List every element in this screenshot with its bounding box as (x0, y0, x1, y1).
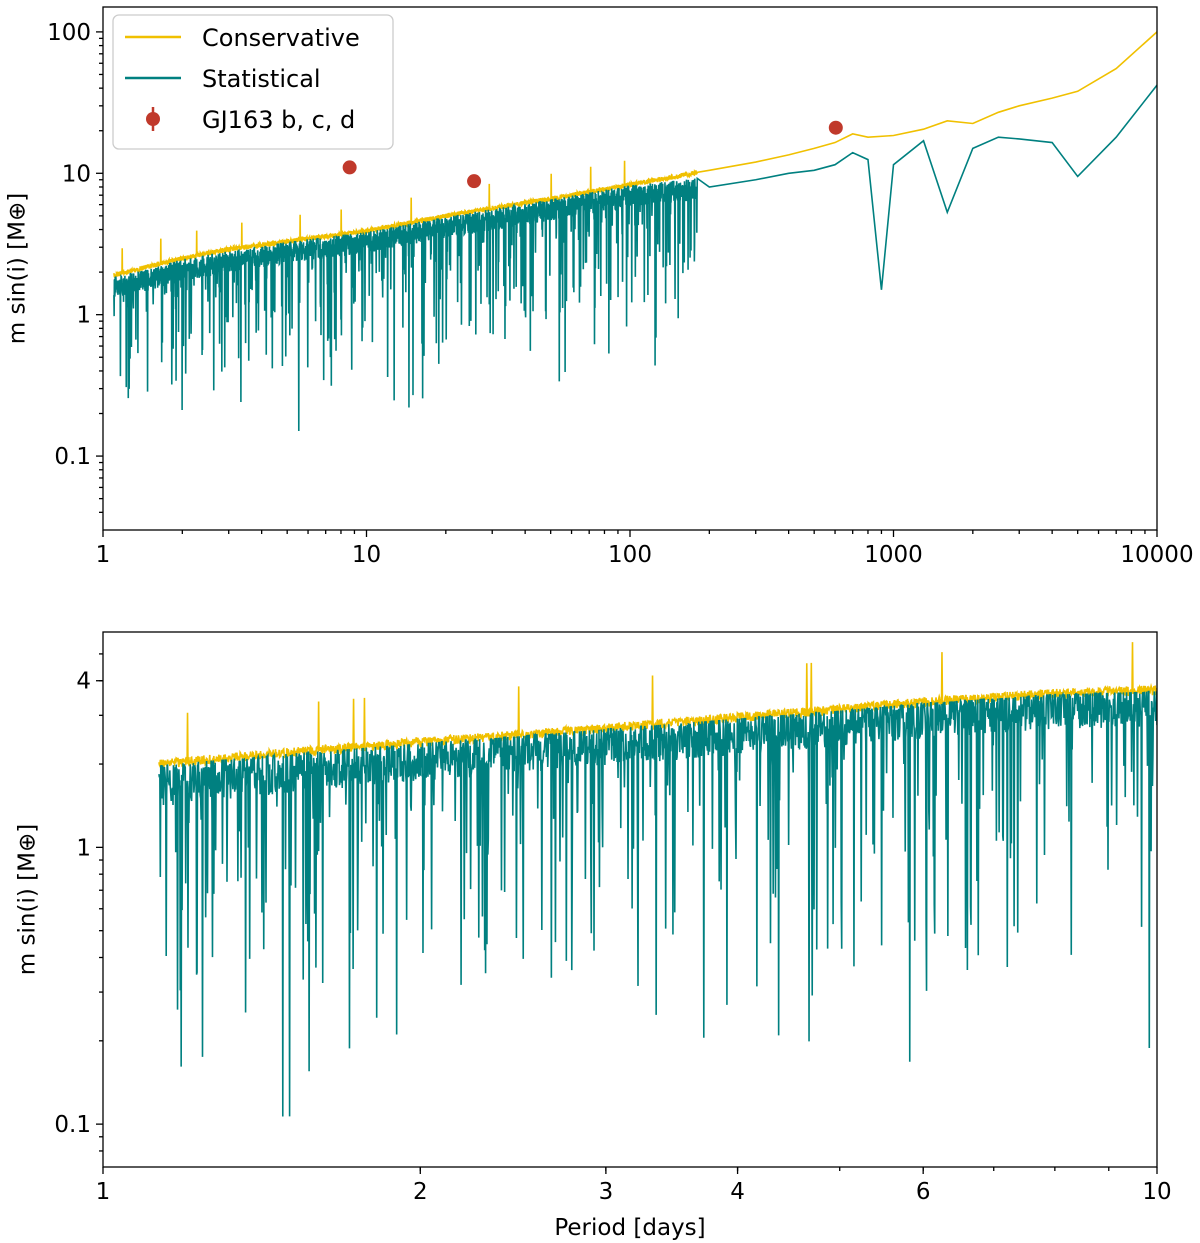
axes-frame (102, 631, 1158, 1168)
legend: Conservative Statistical GJ163 b, c, d (112, 14, 394, 150)
x-tick-label: 10 (352, 542, 381, 568)
y-tick-label: 0.1 (54, 1112, 91, 1138)
x-tick-label: 3 (599, 1179, 614, 1205)
bottom-panel: 1 2 3 4 6 10 0.1 1 4 m sin(i) [M⊕] Period [days] (15, 631, 1172, 1241)
x-tick-label: 4 (730, 1179, 745, 1205)
planet-point (342, 160, 357, 175)
x-axis-label: Period [days] (554, 1215, 705, 1241)
y-tick-label: 0.1 (54, 444, 91, 470)
x-tick-label: 2 (413, 1179, 428, 1205)
series-line-statistical (158, 690, 1157, 1117)
planet-point (467, 174, 482, 189)
series-line-conservative (113, 31, 1157, 280)
planet-point (828, 120, 843, 135)
x-tick-label: 1 (96, 1179, 111, 1205)
y-tick-label: 10 (62, 161, 91, 187)
x-tick-label: 1 (96, 542, 111, 568)
legend-label: Statistical (202, 65, 321, 93)
y-tick-label: 1 (76, 835, 91, 861)
y-tick-label: 4 (76, 669, 91, 695)
x-tick-label: 6 (916, 1179, 931, 1205)
series-line-statistical (113, 84, 1157, 431)
legend-label: Conservative (202, 24, 360, 52)
y-axis-label: m sin(i) [M⊕] (15, 824, 41, 975)
legend-label: GJ163 b, c, d (202, 106, 355, 134)
y-axis-label: m sin(i) [M⊕] (5, 193, 31, 344)
x-tick-label: 10 (1142, 1179, 1171, 1205)
top-panel: 1 10 100 1000 10000 0.1 1 10 100 m sin(i) [M⊕] Con… (5, 6, 1194, 568)
plot-area (158, 642, 1157, 1117)
series-line-conservative (158, 642, 1157, 771)
plot-area (113, 31, 1157, 431)
x-tick-label: 1000 (864, 542, 923, 568)
legend-box (112, 14, 394, 150)
y-tick-label: 1 (76, 303, 91, 329)
x-tick-label: 100 (608, 542, 652, 568)
x-tick-label: 10000 (1120, 542, 1193, 568)
y-tick-label: 100 (47, 20, 91, 46)
legend-swatch-planets (146, 112, 160, 126)
